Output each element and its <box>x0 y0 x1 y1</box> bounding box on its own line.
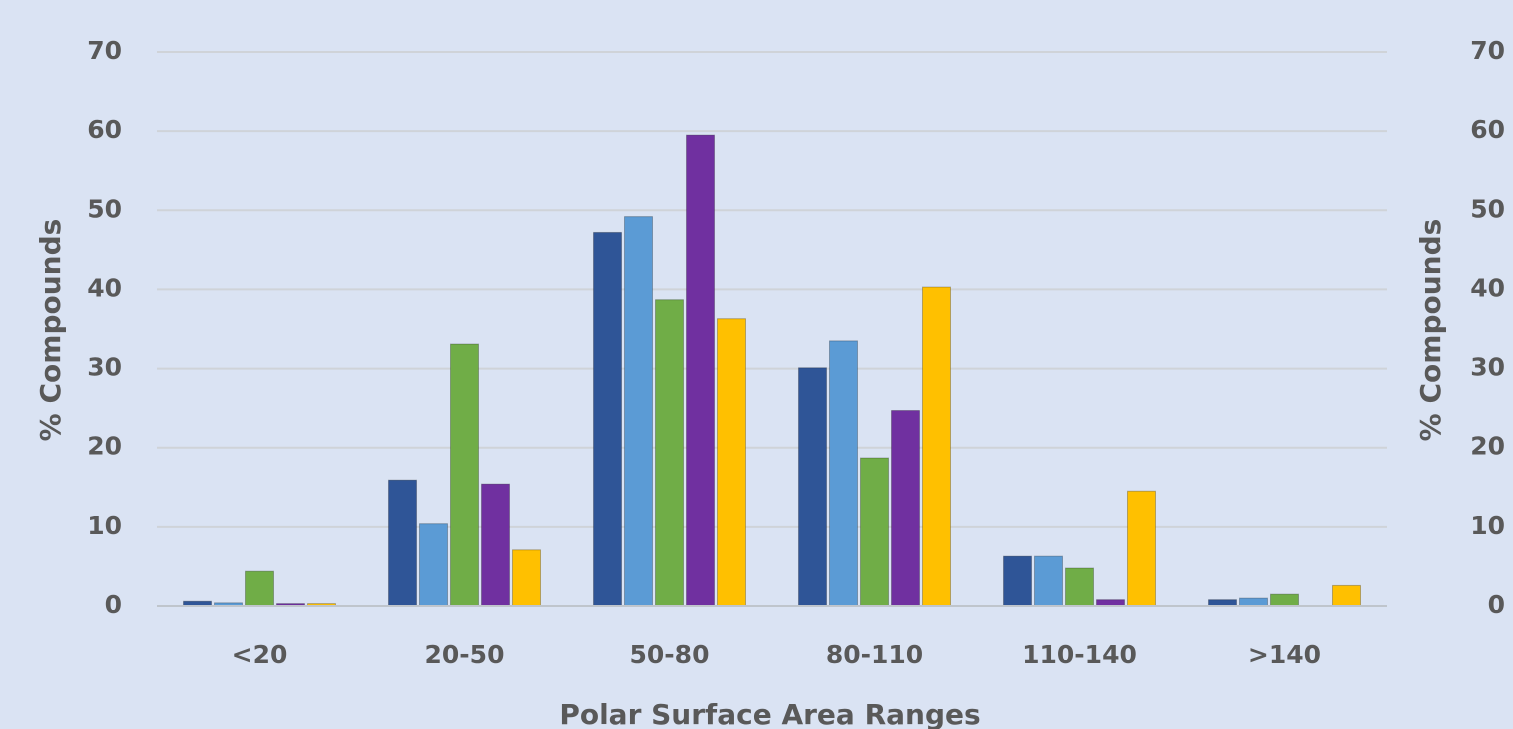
y-tick-label: 50 <box>87 194 122 223</box>
bar <box>1239 597 1268 607</box>
bar <box>245 570 274 607</box>
bar <box>1034 555 1063 607</box>
y-tick-label: 30 <box>87 353 122 382</box>
bar <box>481 483 510 607</box>
y-tick-label: 40 <box>87 273 122 302</box>
bar <box>717 318 746 607</box>
y2-tick-label: 20 <box>1470 432 1505 461</box>
x-tick-label: 50-80 <box>630 640 710 669</box>
bar <box>860 457 889 607</box>
bar <box>1270 593 1299 607</box>
y-tick-label: 60 <box>87 115 122 144</box>
x-axis-title: Polar Surface Area Ranges <box>559 698 980 729</box>
y-axis-title: % Compounds <box>34 219 67 442</box>
x-tick-label: 80-110 <box>826 640 923 669</box>
bar <box>1332 584 1361 607</box>
x-tick-label: >140 <box>1248 640 1321 669</box>
bar <box>829 340 858 607</box>
bar <box>1065 567 1094 607</box>
x-tick-label: <20 <box>232 640 288 669</box>
x-tick-label: 110-140 <box>1022 640 1137 669</box>
y2-tick-label: 30 <box>1470 353 1505 382</box>
y2-tick-label: 50 <box>1470 194 1505 223</box>
y-tick-label: 20 <box>87 432 122 461</box>
bar <box>655 299 684 607</box>
bar <box>388 479 417 607</box>
bar <box>1127 490 1156 607</box>
y-tick-label: 70 <box>87 36 122 65</box>
bar <box>624 216 653 607</box>
bar <box>798 367 827 607</box>
bar <box>891 410 920 607</box>
y-tick-label: 0 <box>105 590 122 619</box>
y2-tick-label: 70 <box>1470 36 1505 65</box>
bar <box>450 343 479 607</box>
bar <box>593 231 622 607</box>
y2-tick-label: 10 <box>1470 511 1505 540</box>
y-tick-label: 10 <box>87 511 122 540</box>
x-tick-label: 20-50 <box>425 640 505 669</box>
bar <box>686 134 715 607</box>
bar <box>512 549 541 607</box>
bar <box>419 523 448 607</box>
bar <box>1003 555 1032 607</box>
y2-tick-label: 0 <box>1488 590 1505 619</box>
bar <box>922 286 951 607</box>
y2-tick-label: 60 <box>1470 115 1505 144</box>
y2-tick-label: 40 <box>1470 273 1505 302</box>
y2-axis-title: % Compounds <box>1414 219 1447 442</box>
